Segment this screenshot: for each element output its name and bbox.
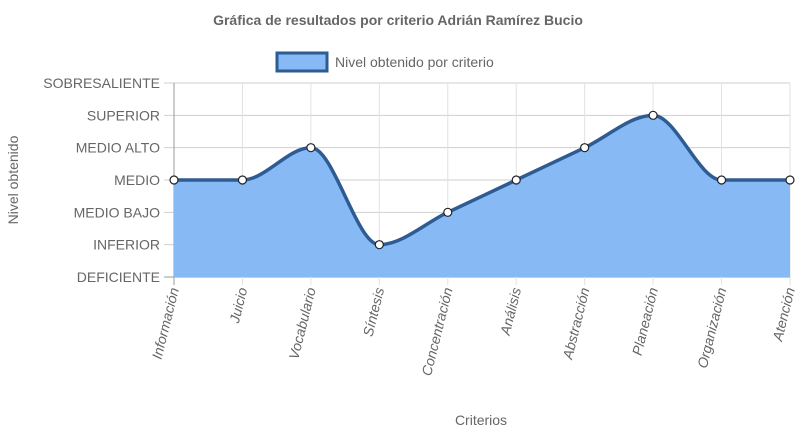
y-axis: DEFICIENTE INFERIOR MEDIO BAJO MEDIO MEDIO A… — [43, 75, 160, 285]
data-point[interactable] — [237, 175, 248, 185]
x-tick-label: Concentración — [418, 286, 455, 378]
legend-label: Nivel obtenido por criterio — [335, 54, 494, 70]
data-point[interactable] — [580, 143, 590, 153]
legend-swatch — [275, 51, 329, 73]
y-tick-label: MEDIO BAJO — [74, 204, 160, 220]
data-point[interactable] — [443, 207, 453, 217]
x-tick-label: Organización — [694, 286, 730, 370]
x-tick-label: Abstracción — [559, 286, 593, 362]
x-axis: Información Juicio Vocabulario Síntesis Conc… — [149, 286, 795, 378]
series-area — [174, 115, 790, 277]
x-tick-label: Planeación — [629, 286, 661, 357]
y-tick-label: MEDIO — [114, 172, 160, 188]
data-point[interactable] — [716, 175, 727, 185]
y-tick-label: SUPERIOR — [87, 107, 160, 123]
x-tick-label: Atención — [769, 286, 795, 344]
data-point[interactable] — [374, 240, 384, 250]
y-tick-label: DEFICIENTE — [77, 269, 160, 285]
series-line — [174, 113, 790, 247]
x-tick-label: Información — [149, 286, 182, 361]
x-tick-label: Análisis — [497, 286, 524, 338]
y-axis-label: Nivel obtenido — [5, 135, 21, 224]
data-point[interactable] — [648, 110, 658, 120]
x-tick-label: Juicio — [226, 286, 250, 326]
y-tick-label: INFERIOR — [93, 237, 160, 253]
x-tick-label: Vocabulario — [286, 286, 319, 361]
data-point[interactable] — [511, 175, 521, 185]
data-point[interactable] — [169, 175, 179, 185]
x-tick-label: Síntesis — [360, 286, 388, 338]
y-tick-label: MEDIO ALTO — [76, 140, 160, 156]
y-tick-label: SOBRESALIENTE — [43, 75, 160, 91]
x-axis-label: Criterios — [455, 412, 507, 428]
data-point[interactable] — [785, 175, 795, 185]
series — [169, 110, 795, 277]
data-point[interactable] — [306, 143, 316, 153]
legend[interactable]: Nivel obtenido por criterio — [275, 51, 494, 73]
chart-title: Gráfica de resultados por criterio Adriá… — [213, 12, 583, 28]
